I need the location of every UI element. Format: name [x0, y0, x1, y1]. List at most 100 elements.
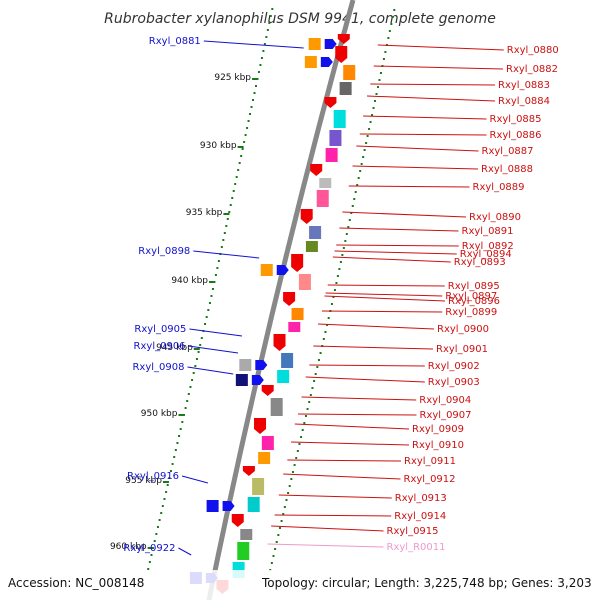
gene-label-reverse[interactable]: Rxyl_0895: [448, 281, 500, 292]
tick-dot-left: [192, 372, 195, 374]
gene-label-reverse[interactable]: Rxyl_0886: [490, 130, 542, 141]
gene-label-forward[interactable]: Rxyl_0898: [138, 246, 190, 257]
tick-dot-right: [280, 520, 283, 522]
gene-label-reverse[interactable]: Rxyl_0913: [395, 493, 447, 504]
tick-dot-right: [272, 555, 275, 557]
tick-dot-left: [222, 239, 225, 241]
tick-dot-right: [366, 135, 369, 137]
gene-label-reverse[interactable]: Rxyl_0892: [462, 241, 514, 252]
gene-label-rna[interactable]: Rxyl_R0011: [387, 542, 446, 553]
tick-dot-left: [265, 36, 268, 38]
gene-label-reverse[interactable]: Rxyl_0899: [445, 307, 497, 318]
gene-block-forward: [308, 38, 321, 50]
gene-arrow-reverse: [261, 385, 274, 396]
tick-dot-right: [275, 541, 278, 543]
gene-label-reverse[interactable]: Rxyl_0891: [462, 226, 514, 237]
tick-dot-right: [330, 303, 333, 305]
tick-dot-right: [376, 86, 379, 88]
gene-label-reverse[interactable]: Rxyl_0896: [448, 296, 500, 307]
gene-label-reverse[interactable]: Rxyl_0914: [394, 511, 446, 522]
gene-label-reverse[interactable]: Rxyl_0894: [460, 249, 512, 260]
kbp-tick: [193, 348, 200, 350]
gene-block: [237, 542, 250, 560]
gene-label-forward[interactable]: Rxyl_0881: [149, 36, 201, 47]
gene-label-reverse[interactable]: Rxyl_0903: [428, 377, 480, 388]
gene-label-forward[interactable]: Rxyl_0906: [134, 341, 186, 352]
label-leader-reverse: [325, 292, 443, 297]
tick-dot-left: [253, 92, 256, 94]
gene-label-reverse[interactable]: Rxyl_0912: [404, 474, 456, 485]
gene-label-reverse[interactable]: Rxyl_0893: [454, 257, 506, 268]
gene-label-forward[interactable]: Rxyl_0922: [123, 543, 175, 554]
tick-dot-right: [393, 9, 396, 11]
tick-dot-left: [208, 302, 211, 304]
label-leader-reverse: [334, 250, 457, 255]
tick-dot-right: [309, 394, 312, 396]
tick-dot-left: [147, 568, 150, 570]
tick-dot-right: [311, 387, 314, 389]
gene-label-reverse[interactable]: Rxyl_0910: [412, 440, 464, 451]
gene-block-forward: [239, 359, 252, 371]
tick-dot-left: [211, 288, 214, 290]
tick-dot-left: [174, 449, 177, 451]
tick-dot-left: [163, 498, 166, 500]
gene-block: [305, 241, 318, 252]
tick-dot-left: [173, 456, 176, 458]
label-leader-reverse: [373, 65, 504, 70]
gene-label-forward[interactable]: Rxyl_0916: [127, 471, 179, 482]
tick-dot-right: [313, 380, 316, 382]
label-leader-reverse: [321, 310, 443, 313]
gene-label-reverse[interactable]: Rxyl_0883: [498, 80, 550, 91]
tick-dot-left: [246, 127, 249, 129]
gene-label-reverse[interactable]: Rxyl_0901: [436, 344, 488, 355]
label-leader-reverse: [278, 494, 392, 499]
gene-label-reverse[interactable]: Rxyl_0907: [420, 410, 472, 421]
tick-dot-left: [156, 526, 159, 528]
gene-label-reverse[interactable]: Rxyl_0900: [437, 324, 489, 335]
tick-dot-left: [200, 337, 203, 339]
gene-label-reverse[interactable]: Rxyl_0911: [404, 456, 456, 467]
kbp-label: 925 kbp: [214, 73, 251, 83]
label-leader-forward: [187, 366, 234, 375]
gene-label-reverse[interactable]: Rxyl_0884: [498, 96, 550, 107]
tick-dot-right: [348, 219, 351, 221]
gene-label-reverse[interactable]: Rxyl_0915: [387, 526, 439, 537]
gene-label-reverse[interactable]: Rxyl_0885: [490, 114, 542, 125]
tick-dot-left: [191, 379, 194, 381]
label-leader-reverse: [352, 165, 479, 170]
gene-block: [240, 529, 253, 540]
gene-block: [291, 308, 304, 320]
gene-label-forward[interactable]: Rxyl_0908: [132, 362, 184, 373]
gene-label-forward[interactable]: Rxyl_0905: [134, 324, 186, 335]
gene-label-reverse[interactable]: Rxyl_0889: [473, 182, 525, 193]
gene-label-reverse[interactable]: Rxyl_0888: [481, 164, 533, 175]
gene-label-reverse[interactable]: Rxyl_0890: [469, 212, 521, 223]
tick-dot-right: [360, 163, 363, 165]
tick-dot-left: [266, 29, 269, 31]
gene-label-reverse[interactable]: Rxyl_0882: [506, 64, 558, 75]
gene-label-reverse[interactable]: Rxyl_0904: [419, 395, 471, 406]
tick-dot-right: [365, 142, 368, 144]
kbp-tick: [252, 78, 259, 80]
tick-dot-left: [250, 106, 253, 108]
gene-label-reverse[interactable]: Rxyl_0880: [507, 45, 559, 56]
tick-dot-left: [179, 428, 182, 430]
tick-dot-right: [339, 261, 342, 263]
gene-label-reverse[interactable]: Rxyl_0897: [445, 291, 497, 302]
tick-dot-left: [197, 351, 200, 353]
gene-block: [309, 226, 322, 239]
label-leader-reverse: [348, 185, 470, 188]
gene-arrow-reverse: [291, 254, 304, 272]
tick-dot-right: [335, 282, 338, 284]
tick-dot-left: [155, 533, 158, 535]
kbp-tick: [237, 146, 244, 148]
kbp-label: 930 kbp: [200, 141, 237, 151]
gene-label-reverse[interactable]: Rxyl_0887: [482, 146, 534, 157]
gene-label-reverse[interactable]: Rxyl_0902: [428, 361, 480, 372]
label-leader-reverse: [363, 115, 487, 120]
tick-dot-right: [326, 324, 329, 326]
tick-dot-right: [324, 331, 327, 333]
gene-label-reverse[interactable]: Rxyl_0909: [412, 424, 464, 435]
label-leader-reverse: [366, 95, 496, 102]
